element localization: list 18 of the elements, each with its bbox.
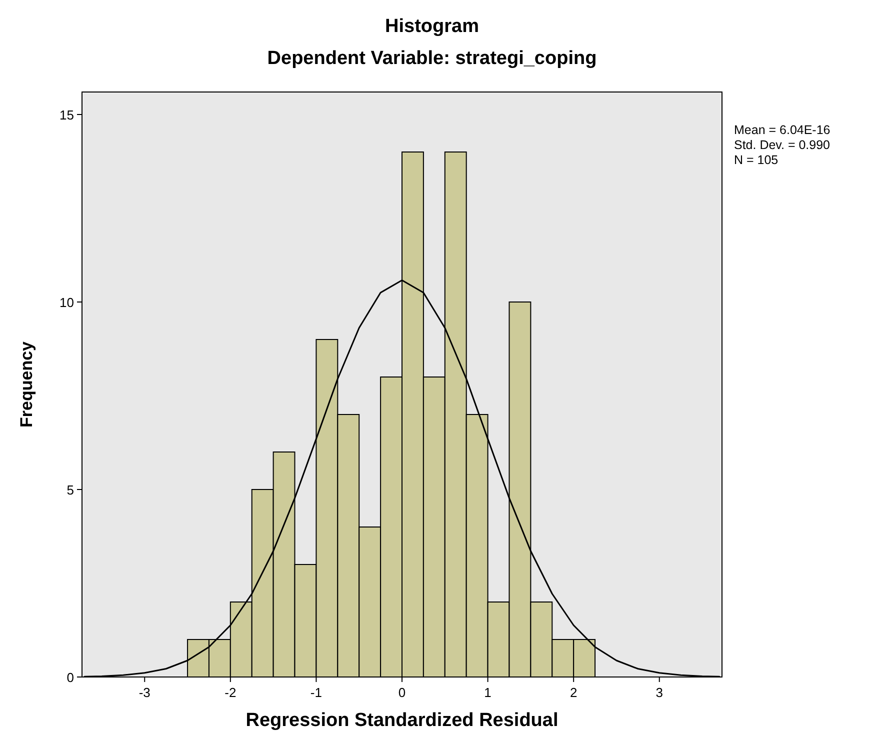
- x-tick-label: 1: [484, 685, 492, 700]
- x-tick-label: -3: [138, 685, 150, 700]
- y-tick-label: 10: [60, 295, 74, 310]
- text: N = 105: [734, 153, 778, 167]
- chart-title: Histogram: [385, 16, 479, 37]
- x-tick-label: -1: [310, 685, 322, 700]
- y-tick-label: 5: [66, 482, 74, 498]
- chart-subtitle: Dependent Variable: strategi_coping: [267, 48, 597, 69]
- x-tick-label: -2: [224, 685, 236, 700]
- y-tick-label: 15: [60, 108, 74, 122]
- y-axis-title: Frequency: [17, 340, 36, 428]
- x-axis-title: Regression Standardized Residual: [246, 710, 558, 731]
- x-tick-label: 3: [656, 685, 663, 700]
- text: Mean = 6.04E-16: [734, 123, 830, 137]
- y-tick-label: 0: [66, 670, 74, 685]
- x-tick-label: 2: [570, 685, 578, 700]
- text: Std. Dev. = 0.990: [734, 138, 830, 152]
- x-tick-label: 0: [398, 685, 406, 700]
